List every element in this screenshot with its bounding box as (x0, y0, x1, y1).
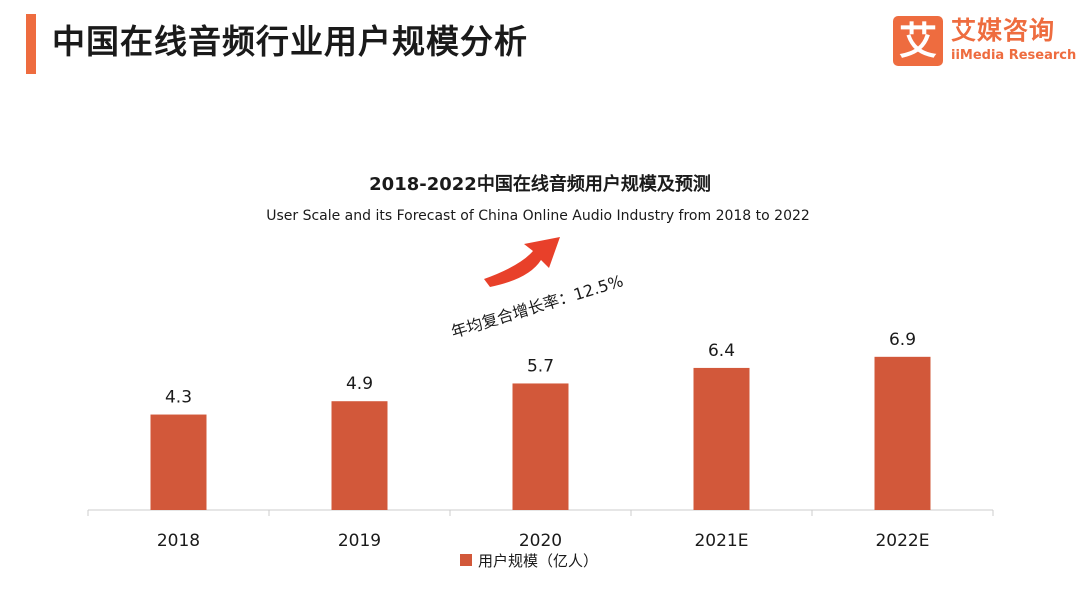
legend-label: 用户规模（亿人） (478, 552, 598, 570)
value-label-2019: 4.9 (346, 374, 373, 394)
bar-2021E (693, 367, 750, 510)
bar-2019 (331, 401, 388, 510)
value-label-2018: 4.3 (165, 388, 192, 408)
category-label-2022E: 2022E (875, 531, 929, 551)
logo-mark-icon: 艾 (893, 16, 943, 66)
category-label-2020: 2020 (519, 531, 562, 551)
legend: 用户规模（亿人） (460, 552, 598, 570)
value-label-2022E: 6.9 (889, 330, 916, 350)
chart-title: 2018-2022中国在线音频用户规模及预测 (369, 173, 711, 195)
page-title: 中国在线音频行业用户规模分析 (52, 22, 528, 61)
brand-logo: 艾 艾媒咨询 iiMedia Research (893, 14, 1077, 70)
growth-rate-annotation: 年均复合增长率：12.5% (449, 271, 626, 341)
value-label-2020: 5.7 (527, 356, 554, 376)
legend-swatch (460, 554, 472, 566)
chart-subtitle: User Scale and its Forecast of China Onl… (266, 208, 810, 224)
category-label-2019: 2019 (338, 531, 381, 551)
category-label-2021E: 2021E (694, 531, 748, 551)
value-label-2021E: 6.4 (708, 341, 735, 361)
title-accent-bar (26, 14, 36, 74)
bar-2022E (874, 356, 931, 510)
logo-name-en: iiMedia Research (951, 48, 1077, 63)
logo-name-cn: 艾媒咨询 (951, 16, 1056, 45)
growth-arrow-icon (484, 237, 560, 287)
bar-2018 (150, 414, 207, 510)
bar-2020 (512, 383, 569, 510)
category-label-2018: 2018 (157, 531, 200, 551)
